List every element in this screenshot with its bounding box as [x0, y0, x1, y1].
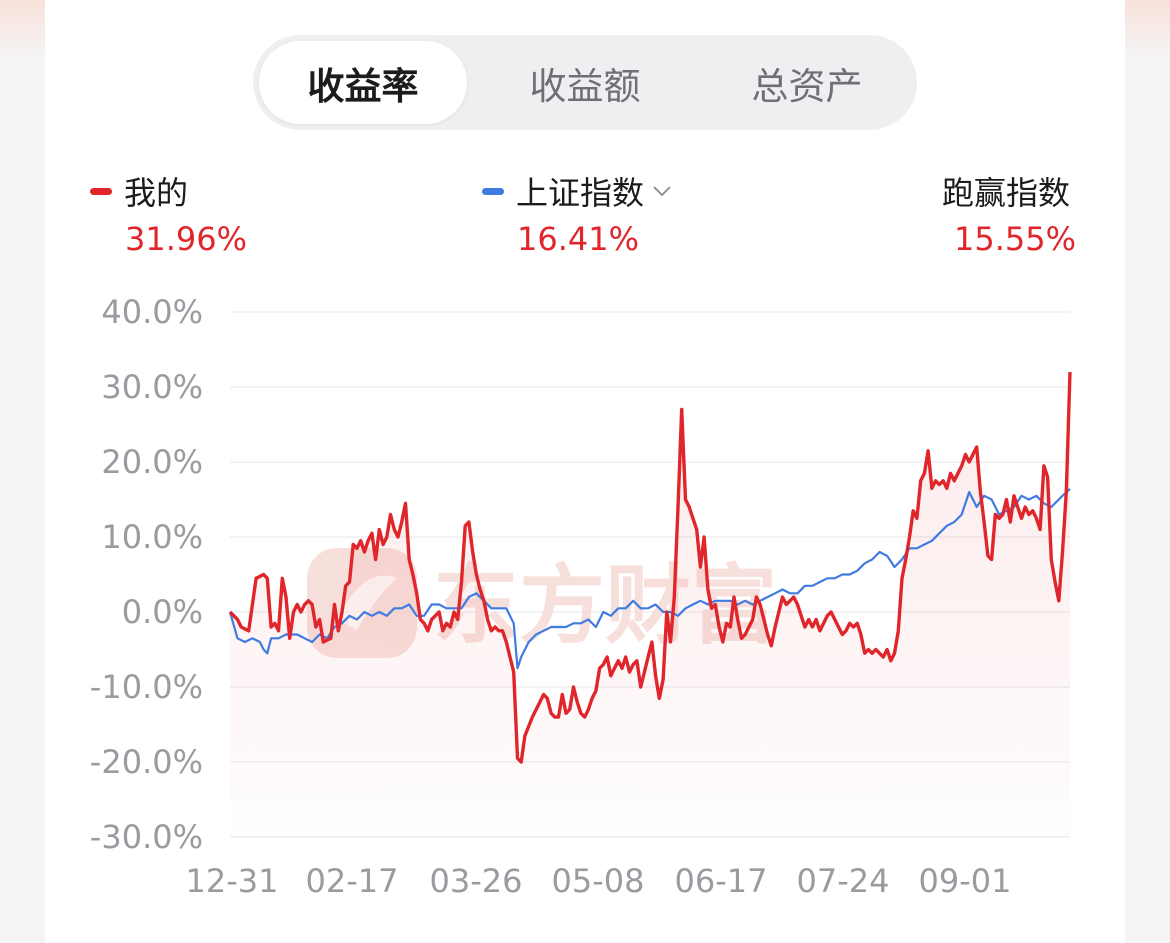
x-tick-label: 05-08 [552, 862, 645, 900]
y-tick-label: 20.0% [101, 443, 203, 481]
return-chart: 东方财富 40.0%30.0%20.0%10.0%0.0%-10.0%-20.0… [90, 293, 1072, 900]
series-line-index [228, 488, 1071, 670]
tab-return-rate[interactable]: 收益率 [259, 41, 467, 124]
x-tick-label: 07-24 [797, 862, 890, 900]
chart-card: 收益率 收益额 总资产 我的 31.96% 上证指数 16.41% 跑赢指数 1… [45, 0, 1125, 943]
y-tick-label: 10.0% [101, 518, 203, 556]
legend-beat-label: 跑赢指数 [942, 174, 1071, 212]
x-tick-label: 06-17 [675, 862, 768, 900]
tab-return-amount[interactable]: 收益额 [529, 64, 641, 108]
chevron-down-icon[interactable] [652, 181, 672, 201]
legend-index-value: 16.41% [517, 220, 640, 258]
y-tick-label: -20.0% [90, 743, 203, 781]
legend-mine: 我的 [90, 168, 188, 214]
legend-mine-label: 我的 [124, 174, 189, 212]
x-tick-label: 02-17 [306, 862, 399, 900]
y-tick-label: -10.0% [90, 668, 203, 706]
metric-tab-bar: 收益率 收益额 总资产 [253, 35, 917, 130]
background-edge-right [1125, 0, 1170, 60]
background-edge-left [0, 0, 45, 60]
x-tick-label: 03-26 [430, 862, 523, 900]
y-tick-label: -30.0% [90, 818, 203, 856]
legend-index-swatch [482, 187, 504, 195]
legend-mine-value: 31.96% [125, 220, 248, 258]
legend-index-label: 上证指数 [516, 174, 645, 212]
legend-mine-swatch [90, 187, 112, 195]
legend-beat-value: 15.55% [954, 220, 1077, 258]
x-tick-label: 12-31 [186, 862, 279, 900]
tab-total-assets[interactable]: 总资产 [751, 64, 863, 108]
y-tick-label: 30.0% [101, 368, 203, 406]
y-tick-label: 40.0% [101, 293, 203, 331]
series-area-mine [230, 372, 1070, 837]
x-tick-label: 09-01 [919, 862, 1012, 900]
series-line-mine [228, 371, 1072, 764]
legend-index[interactable]: 上证指数 [482, 168, 672, 214]
y-tick-label: 0.0% [122, 593, 203, 631]
